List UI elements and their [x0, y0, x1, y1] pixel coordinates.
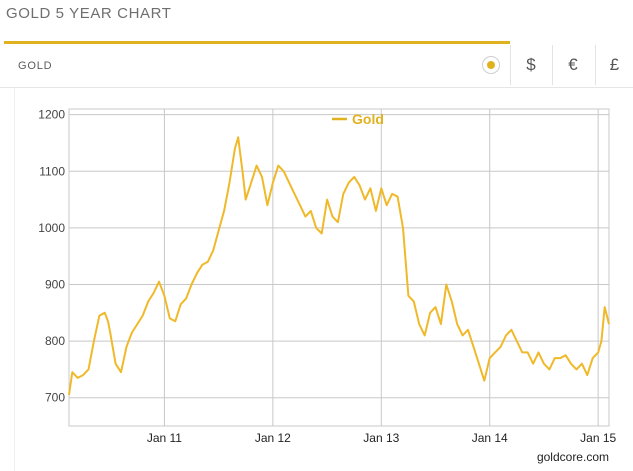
gold-series-line: [68, 136, 610, 396]
x-tick-label: Jan 14: [472, 431, 508, 445]
y-tick-label: 1200: [38, 108, 65, 122]
radio-selected-dot: [487, 61, 495, 69]
y-tick-label: 700: [45, 391, 65, 405]
usd-button[interactable]: $: [526, 55, 536, 74]
tab-gold[interactable]: GOLD: [4, 41, 510, 86]
chart-credit: goldcore.com: [537, 450, 609, 464]
x-tick-label: Jan 13: [363, 431, 399, 445]
tab-divider: [552, 45, 553, 85]
y-tick-label: 1100: [39, 164, 65, 178]
x-tick-label: Jan 15: [580, 431, 616, 445]
tab-bar: GOLD: [0, 41, 633, 88]
tab-gold-label: GOLD: [18, 60, 53, 72]
y-tick-label: 900: [45, 277, 65, 291]
x-tick-label: Jan 12: [255, 431, 291, 445]
chart-panel: 700 800 900 1000 1100 1200 Jan 11 Jan 12 Jan 13 J…: [14, 88, 633, 471]
plot-frame: [68, 108, 610, 427]
gold-radio-button[interactable]: [482, 56, 500, 74]
eur-button[interactable]: €: [568, 55, 578, 74]
gold-price-chart: 700 800 900 1000 1100 1200 Jan 11 Jan 12 Jan 13 J…: [38, 108, 616, 464]
tab-divider: [595, 45, 596, 85]
gbp-button[interactable]: £: [609, 55, 620, 74]
page-title: GOLD 5 YEAR CHART: [6, 5, 172, 22]
x-tick-label: Jan 11: [147, 431, 182, 445]
y-tick-label: 1000: [38, 221, 65, 235]
tab-divider: [510, 45, 511, 85]
y-tick-label: 800: [45, 334, 65, 348]
legend-label-gold: Gold: [352, 111, 384, 127]
